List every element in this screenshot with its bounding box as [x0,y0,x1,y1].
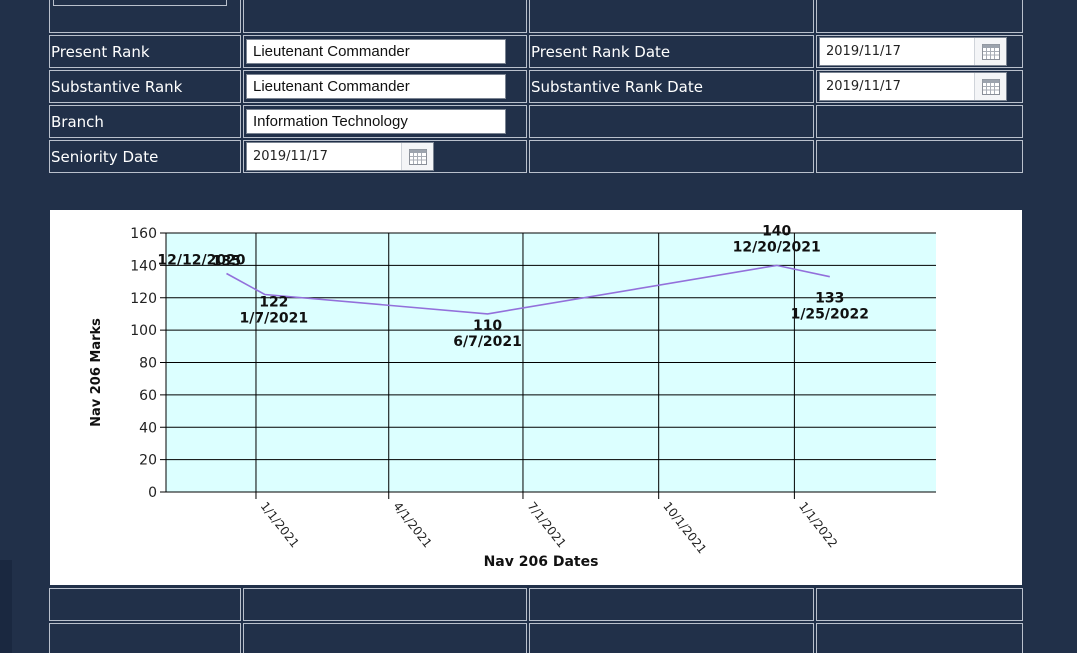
series-line [226,264,830,315]
point-date-label: 1/7/2021 [239,311,308,327]
y-tick-label: 20 [139,453,157,469]
top-partial-input [53,0,227,6]
seniority-date-picker: 2019/11/17 [246,142,434,171]
point-date-label: 12/20/2021 [733,239,821,255]
seniority-date-label: Seniority Date [51,148,159,166]
bottom-cell-2-1 [49,623,241,653]
point-value-label: 140 [762,223,791,239]
point-date-label: 1/25/2022 [791,307,869,323]
branch-value-cell: Information Technology [243,105,527,138]
x-tick-label: 1/1/2021 [258,499,302,550]
bottom-cell-2-2 [243,623,527,653]
bottom-cell-1-4 [816,588,1023,621]
present-rank-label-cell: Present Rank [49,35,241,68]
top-cell-4 [816,0,1023,33]
branch-input[interactable]: Information Technology [246,109,506,134]
seniority-date-value-cell: 2019/11/17 [243,140,527,173]
present-rank-date-picker: 2019/11/17 [819,37,1007,66]
calendar-icon [408,148,427,165]
y-tick-label: 120 [130,291,157,307]
calendar-icon [981,78,1000,95]
substantive-rank-date-label: Substantive Rank Date [531,78,703,96]
x-tick-label: 1/1/2022 [796,499,840,550]
seniority-date-label-cell: Seniority Date [49,140,241,173]
y-tick-label: 140 [130,258,157,274]
branch-label-cell: Branch [49,105,241,138]
point-value-label: 133 [815,291,844,307]
substantive-rank-date-input[interactable]: 2019/11/17 [826,79,901,94]
substantive-rank-date-picker: 2019/11/17 [819,72,1007,101]
bottom-cell-1-2 [243,588,527,621]
left-edge-strip [0,560,12,653]
x-tick-label: 7/1/2021 [525,499,569,550]
present-rank-input[interactable]: Lieutenant Commander [246,39,506,64]
present-rank-date-calendar-button[interactable] [974,38,1006,65]
calendar-icon [981,43,1000,60]
substantive-rank-date-value-cell: 2019/11/17 [816,70,1023,103]
x-axis-title: Nav 206 Dates [484,554,599,570]
seniority-empty-cell-3 [529,140,814,173]
present-rank-value-cell: Lieutenant Commander [243,35,527,68]
present-rank-date-value-cell: 2019/11/17 [816,35,1023,68]
x-tick-label: 4/1/2021 [390,499,434,550]
bottom-cell-2-3 [529,623,814,653]
y-tick-label: 60 [139,388,157,404]
y-tick-label: 80 [139,356,157,372]
y-axis-title: Nav 206 Marks [89,318,104,427]
branch-empty-cell-4 [816,105,1023,138]
bottom-cell-1-3 [529,588,814,621]
substantive-rank-input[interactable]: Lieutenant Commander [246,74,506,99]
top-cell-3 [529,0,814,33]
bottom-cell-2-4 [816,623,1023,653]
y-tick-label: 0 [148,485,157,501]
point-date-label: 6/7/2021 [453,334,522,350]
substantive-rank-label: Substantive Rank [51,78,183,96]
present-rank-date-label: Present Rank Date [531,43,671,61]
point-date-label: 12/12/2020 [157,252,245,268]
seniority-date-input[interactable]: 2019/11/17 [253,149,328,164]
top-cell-1 [49,0,241,33]
y-tick-label: 100 [130,323,157,339]
substantive-rank-label-cell: Substantive Rank [49,70,241,103]
seniority-date-calendar-button[interactable] [401,143,433,170]
seniority-empty-cell-4 [816,140,1023,173]
present-rank-date-label-cell: Present Rank Date [529,35,814,68]
point-value-label: 110 [473,318,502,334]
y-tick-label: 160 [130,226,157,242]
x-tick-label: 10/1/2021 [660,499,709,556]
top-cell-2 [243,0,527,33]
point-value-label: 122 [259,295,288,311]
point-value-label: 135 [212,253,241,269]
nav206-chart: 0 20 40 60 80 100 120 140 160 1/1/2021 4/1/2021 7/1… [89,223,936,570]
branch-empty-cell-3 [529,105,814,138]
bottom-cell-1-1 [49,588,241,621]
substantive-rank-value-cell: Lieutenant Commander [243,70,527,103]
nav206-chart-panel: 0 20 40 60 80 100 120 140 160 1/1/2021 4/1/2021 7/1… [50,210,1022,585]
present-rank-date-input[interactable]: 2019/11/17 [826,44,901,59]
present-rank-label: Present Rank [51,43,150,61]
substantive-rank-date-label-cell: Substantive Rank Date [529,70,814,103]
y-tick-label: 40 [139,420,157,436]
branch-label: Branch [51,113,104,131]
substantive-rank-date-calendar-button[interactable] [974,73,1006,100]
